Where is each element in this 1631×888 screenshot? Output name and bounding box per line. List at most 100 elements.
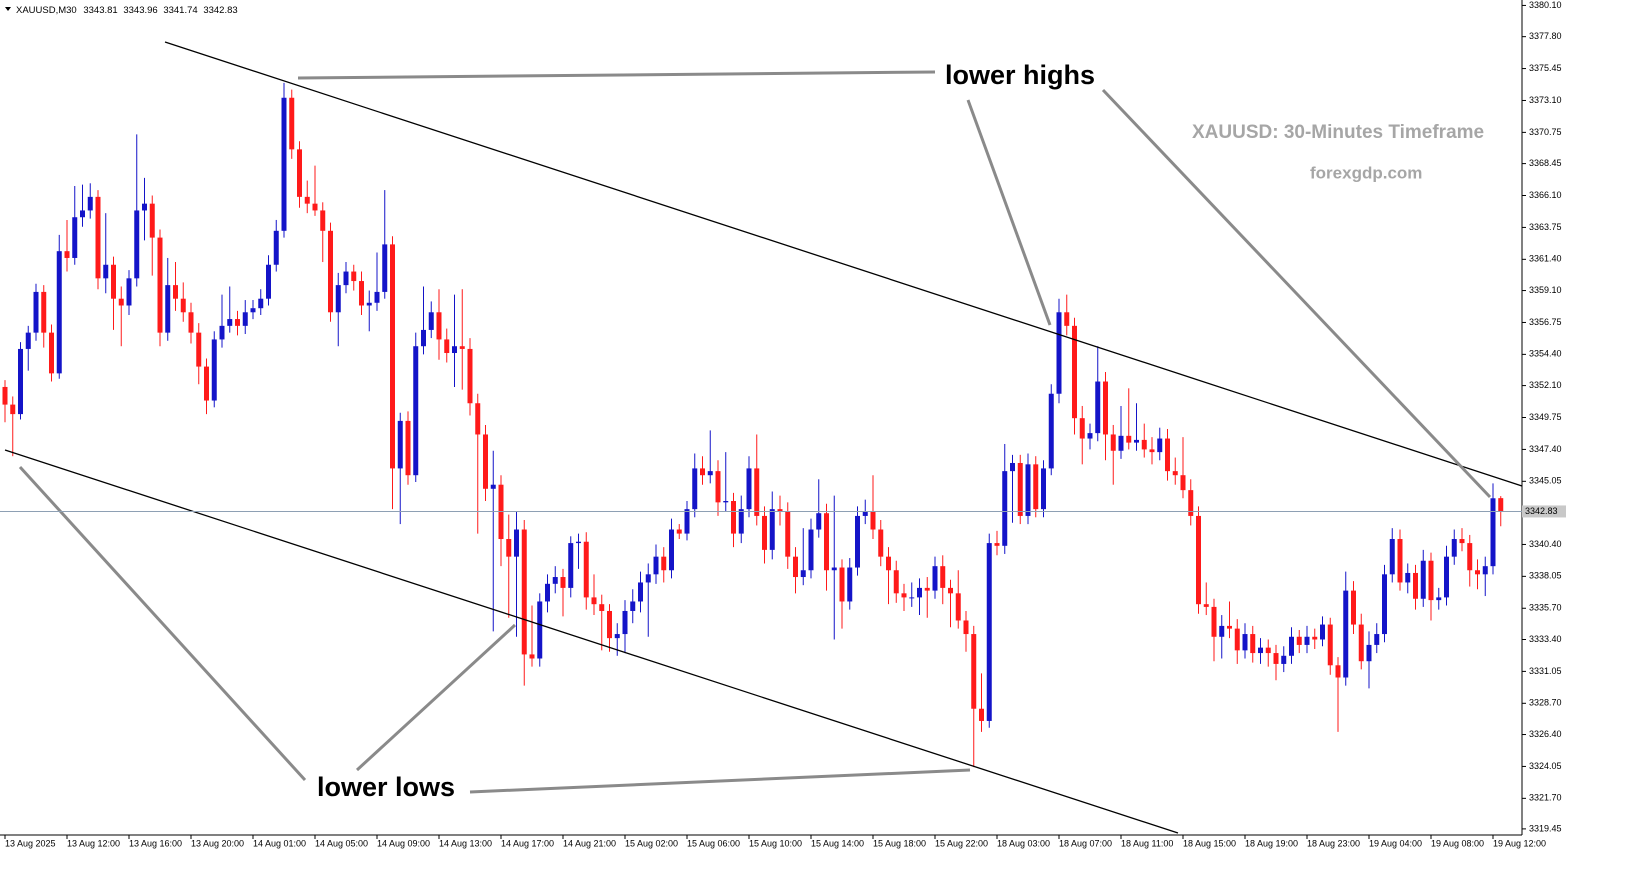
annotation: lower highs — [945, 60, 1095, 90]
candle-body — [1211, 606, 1217, 637]
candle-body — [87, 196, 93, 211]
candle-body — [808, 529, 814, 571]
pointer-line — [966, 99, 1052, 326]
symbol: XAUUSD,M30 — [16, 5, 77, 16]
candle-body — [1366, 644, 1372, 662]
candle-body — [459, 346, 465, 349]
candle-body — [273, 230, 279, 265]
candle-body — [785, 511, 791, 557]
candle-body — [95, 196, 101, 279]
candle-body — [583, 541, 589, 598]
candle-body — [607, 610, 612, 639]
candle-body — [723, 501, 729, 503]
candle-body — [1374, 634, 1380, 645]
candle-body — [1048, 393, 1054, 469]
candle-body — [529, 654, 535, 659]
candle-body — [979, 708, 984, 721]
candle-body — [1335, 665, 1341, 678]
candle-body — [591, 597, 597, 605]
candle-body — [917, 587, 922, 598]
candle-body — [173, 285, 178, 299]
candle-body — [1382, 574, 1387, 635]
candle-body — [676, 529, 682, 534]
watermark: XAUUSD: 30-Minutes Timeframe — [1192, 122, 1484, 143]
candle-body — [1242, 634, 1248, 651]
x-tick-label: 14 Aug 09:00 — [377, 838, 430, 848]
candle-body — [1064, 312, 1070, 326]
candle-body — [390, 244, 395, 469]
x-tick-label: 14 Aug 17:00 — [501, 838, 554, 848]
candle-body — [1358, 624, 1364, 662]
x-tick-label: 15 Aug 22:00 — [935, 838, 988, 848]
y-tick-label: 3347.40 — [1529, 444, 1562, 454]
candle-body — [870, 511, 876, 530]
candle-body — [1126, 435, 1132, 443]
candle-body — [281, 97, 287, 231]
candle-body — [134, 210, 140, 279]
candle-body — [816, 513, 822, 530]
candle-body — [1413, 572, 1418, 599]
candle-body — [1490, 498, 1496, 567]
candle-body — [444, 339, 450, 354]
y-tick-label: 3340.40 — [1529, 539, 1562, 549]
y-tick-label: 3352.10 — [1529, 380, 1562, 390]
candle-body — [1180, 475, 1186, 491]
candle-body — [622, 610, 628, 635]
candle-body — [924, 587, 930, 591]
x-tick-label: 14 Aug 13:00 — [439, 838, 492, 848]
candle-body — [777, 509, 783, 512]
x-tick-label: 18 Aug 15:00 — [1183, 838, 1236, 848]
candle-body — [219, 325, 225, 340]
candle-body — [1002, 471, 1008, 546]
y-tick-label: 3345.05 — [1529, 476, 1562, 486]
candle-body — [669, 529, 674, 571]
candle-body — [762, 515, 767, 550]
candle-body — [1118, 435, 1124, 451]
y-tick-label: 3366.10 — [1529, 190, 1562, 200]
candle-body — [746, 468, 752, 510]
candle-body — [560, 577, 566, 588]
y-tick-label: 3324.05 — [1529, 761, 1562, 771]
candle-body — [1017, 462, 1023, 516]
candle-body — [1436, 597, 1442, 601]
candle-body — [1033, 464, 1039, 510]
candle-body — [1110, 434, 1116, 451]
candle-body — [1165, 438, 1170, 472]
y-tick-label: 3368.45 — [1529, 158, 1562, 168]
candle-body — [878, 529, 884, 557]
y-tick-label: 3319.45 — [1529, 823, 1562, 833]
close: 3342.83 — [203, 5, 237, 16]
y-tick-label: 3333.40 — [1529, 634, 1562, 644]
candle-body — [537, 601, 543, 659]
candle-body — [1095, 381, 1101, 434]
y-tick-label: 3377.80 — [1529, 31, 1562, 41]
candle-body — [1203, 604, 1209, 607]
candle-body — [1056, 312, 1062, 394]
x-tick-label: 14 Aug 05:00 — [315, 838, 368, 848]
candle-body — [506, 539, 512, 557]
y-tick-label: 3356.75 — [1529, 317, 1562, 327]
candle-body — [1444, 556, 1449, 598]
candle-body — [738, 509, 744, 534]
x-tick-label: 13 Aug 2025 — [5, 838, 56, 848]
candle-body — [428, 312, 434, 330]
x-tick-label: 19 Aug 04:00 — [1369, 838, 1422, 848]
candle-body — [103, 264, 109, 279]
candle-body — [645, 574, 651, 583]
candle-body — [1320, 624, 1325, 640]
candle-body — [715, 471, 721, 503]
candle-body — [1420, 560, 1426, 599]
candle-body — [80, 210, 85, 218]
y-tick-label: 3363.75 — [1529, 222, 1562, 232]
candle-body — [397, 420, 403, 469]
candle-body — [227, 319, 233, 326]
candle-body — [18, 348, 23, 415]
candle-body — [986, 543, 992, 721]
price-label: 3342.83 — [1525, 506, 1558, 516]
candle-body — [614, 634, 620, 639]
candle-body — [800, 570, 806, 578]
y-tick-label: 3370.75 — [1529, 127, 1562, 137]
candle-body — [41, 291, 47, 333]
candle-body — [1475, 570, 1480, 575]
x-tick-label: 19 Aug 12:00 — [1493, 838, 1546, 848]
